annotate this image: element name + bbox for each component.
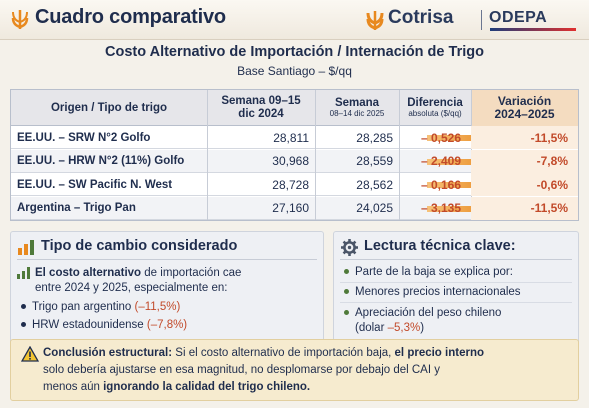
cell-difference: – 2,409	[420, 154, 461, 168]
col-week-2024: Semana 09–15 dic 2024	[221, 95, 301, 120]
gear-icon	[341, 239, 358, 256]
cell-origin: Argentina – Trigo Pan	[17, 202, 136, 214]
cotrisa-logo-icon	[366, 11, 384, 30]
bullet-explains: Parte de la baja se explica por:	[344, 266, 513, 278]
col-difference: Diferencia absoluta ($/qq)	[407, 97, 463, 118]
cell-origin: EE.UU. – SRW N°2 Golfo	[17, 131, 151, 144]
bullet-divider	[340, 302, 572, 303]
arrow-right-icon	[427, 178, 497, 192]
col-variation: Variación 2024–2025	[471, 90, 578, 126]
cell-week-2024: 30,968	[272, 154, 309, 168]
exchange-rate-title: Tipo de cambio considerado	[41, 238, 238, 254]
col-week-2025: Semana 08–14 dic 2025	[329, 97, 385, 118]
panel-rule	[340, 259, 572, 260]
table-row: EE.UU. – SRW N°2 Golfo 28,811 28,285 – 0,52…	[11, 126, 578, 149]
cell-difference: – 3,135	[420, 201, 461, 215]
table-title: Costo Alternativo de Importación / Inter…	[105, 44, 484, 60]
col-divider	[399, 90, 400, 220]
arrow-right-icon	[427, 131, 497, 145]
wheat-logo-icon	[11, 10, 29, 29]
col-divider	[315, 90, 316, 220]
exchange-rate-text: El costo alternativo de importación cae …	[35, 267, 242, 294]
bullet-argentina: Trigo pan argentino (–11,5%)	[21, 301, 180, 313]
warning-icon	[21, 346, 39, 362]
cell-difference: – 0,166	[420, 177, 461, 192]
cell-variation: -7,8%	[471, 149, 578, 173]
technical-reading-panel: Lectura técnica clave: Parte de la baja …	[333, 231, 579, 347]
bullet-hrw: HRW estadounidense (–7,8%)	[21, 319, 187, 331]
cell-origin: EE.UU. – SW Pacific N. West	[17, 178, 173, 191]
col-origin: Origen / Tipo de trigo	[50, 101, 168, 114]
brand-odepa: ODEPA	[489, 9, 548, 26]
cell-week-2024: 28,811	[273, 130, 309, 145]
cell-week-2025: 28,285	[356, 130, 393, 145]
mini-chart-icon	[17, 267, 30, 279]
table-header: Origen / Tipo de trigo Semana 09–15 dic 2…	[11, 90, 578, 126]
arrow-right-icon	[427, 154, 497, 169]
conclusion-box: Conclusión estructural: Si el costo alte…	[10, 339, 579, 401]
bullet-peso: Apreciación del peso chileno (dolar –5,3…	[344, 306, 501, 336]
cell-week-2024: 28,728	[272, 177, 309, 192]
bullet-divider	[340, 282, 572, 283]
brand-cotrisa: Cotrisa	[388, 7, 454, 28]
brand-separator	[481, 10, 482, 30]
cell-week-2025: 28,562	[356, 177, 393, 192]
page-title: Cuadro comparativo	[35, 6, 226, 28]
header-bar: Cuadro comparativo Cotrisa ODEPA	[0, 0, 589, 40]
cell-variation: -11,5%	[471, 196, 578, 220]
conclusion-text: Conclusión estructural: Si el costo alte…	[43, 347, 484, 393]
cell-variation: -11,5%	[471, 126, 578, 149]
cell-variation: -0,6%	[471, 173, 578, 196]
table-subtitle: Base Santiago – $/qq	[237, 64, 352, 78]
comparison-table: Origen / Tipo de trigo Semana 09–15 dic 2…	[10, 89, 579, 221]
cell-difference: – 0,526	[420, 130, 461, 145]
cell-week-2025: 28,559	[356, 154, 393, 168]
bullet-intl-prices: Menores precios internacionales	[344, 286, 521, 298]
technical-reading-title: Lectura técnica clave:	[364, 238, 516, 254]
bar-chart-icon	[18, 240, 34, 255]
table-row: Argentina – Trigo Pan 27,160 24,025 – 3,135…	[11, 196, 578, 220]
table-row: EE.UU. – HRW N°2 (11%) Golfo 30,968 28,559…	[11, 149, 578, 173]
arrow-right-icon	[427, 201, 497, 216]
exchange-rate-panel: Tipo de cambio considerado El costo alte…	[10, 231, 324, 347]
table-row: EE.UU. – SW Pacific N. West 28,728 28,562 –…	[11, 173, 578, 196]
col-divider	[207, 90, 208, 220]
panel-rule	[17, 259, 317, 260]
cell-origin: EE.UU. – HRW N°2 (11%) Golfo	[17, 155, 185, 167]
cell-week-2025: 24,025	[356, 201, 393, 215]
odepa-underline	[490, 28, 576, 31]
cell-week-2024: 27,160	[272, 201, 309, 215]
